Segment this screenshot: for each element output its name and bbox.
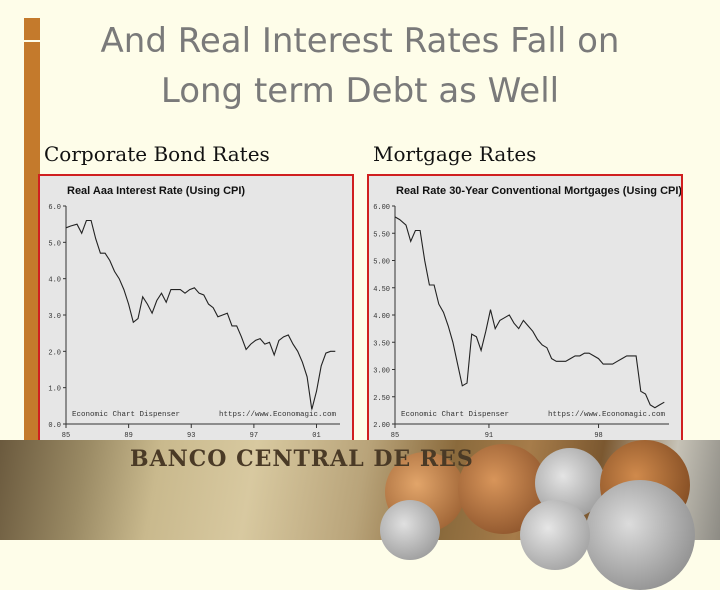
- coin-image: [380, 500, 440, 560]
- accent-line: [24, 40, 44, 42]
- corporate-bond-chart-svg: Real Aaa Interest Rate (Using CPI) 0.0 1.0…: [48, 185, 340, 440]
- y-tick-label: 4.50: [373, 286, 390, 294]
- y-tick-label: 1.0: [48, 386, 61, 394]
- coin-image: [520, 500, 590, 570]
- y-tick-label: 2.50: [373, 395, 390, 403]
- y-tick-label: 3.00: [373, 368, 390, 376]
- y-tick-label: 6.00: [373, 204, 390, 212]
- mortgage-chart: Real Rate 30-Year Conventional Mortgages…: [367, 174, 683, 444]
- y-tick-label: 0.0: [48, 422, 61, 430]
- x-tick-label: 85: [391, 432, 399, 440]
- chart-title: Real Rate 30-Year Conventional Mortgages…: [396, 185, 681, 197]
- y-tick-label: 6.0: [48, 204, 61, 212]
- source-right: https://www.Economagic.com: [548, 411, 666, 419]
- y-tick-label: 4.0: [48, 277, 61, 285]
- y-tick-label: 3.50: [373, 340, 390, 348]
- x-tick-label: 01: [312, 432, 320, 440]
- y-tick-label: 2.0: [48, 349, 61, 357]
- right-heading: Mortgage Rates: [373, 142, 537, 166]
- data-line: [65, 219, 336, 410]
- corporate-bond-chart: Real Aaa Interest Rate (Using CPI) 0.0 1.0…: [38, 174, 354, 444]
- y-tick-label: 3.0: [48, 313, 61, 321]
- title-line-2: Long term Debt as Well: [160, 71, 560, 111]
- y-tick-label: 2.00: [373, 422, 390, 430]
- x-tick-label: 93: [187, 432, 195, 440]
- y-tick-label: 5.50: [373, 231, 390, 239]
- mortgage-chart-svg: Real Rate 30-Year Conventional Mortgages…: [373, 185, 681, 440]
- x-tick-label: 91: [485, 432, 493, 440]
- banknote-text: BANCO CENTRAL DE RES: [130, 446, 474, 472]
- slide-title: And Real Interest Rates Fall on Long ter…: [60, 16, 660, 116]
- source-left: Economic Chart Dispenser: [401, 411, 509, 419]
- left-heading: Corporate Bond Rates: [44, 142, 270, 166]
- x-tick-label: 85: [62, 432, 70, 440]
- accent-bar: [24, 18, 40, 448]
- x-tick-label: 98: [594, 432, 602, 440]
- y-tick-label: 5.00: [373, 259, 390, 267]
- x-tick-label: 97: [250, 432, 258, 440]
- source-left: Economic Chart Dispenser: [72, 411, 180, 419]
- data-line: [394, 216, 665, 409]
- y-tick-label: 5.0: [48, 240, 61, 248]
- x-tick-label: 89: [124, 432, 132, 440]
- source-right: https://www.Economagic.com: [219, 411, 337, 419]
- chart-title: Real Aaa Interest Rate (Using CPI): [67, 185, 245, 197]
- title-line-1: And Real Interest Rates Fall on: [100, 21, 620, 61]
- coin-image: [585, 480, 695, 590]
- y-tick-label: 4.00: [373, 313, 390, 321]
